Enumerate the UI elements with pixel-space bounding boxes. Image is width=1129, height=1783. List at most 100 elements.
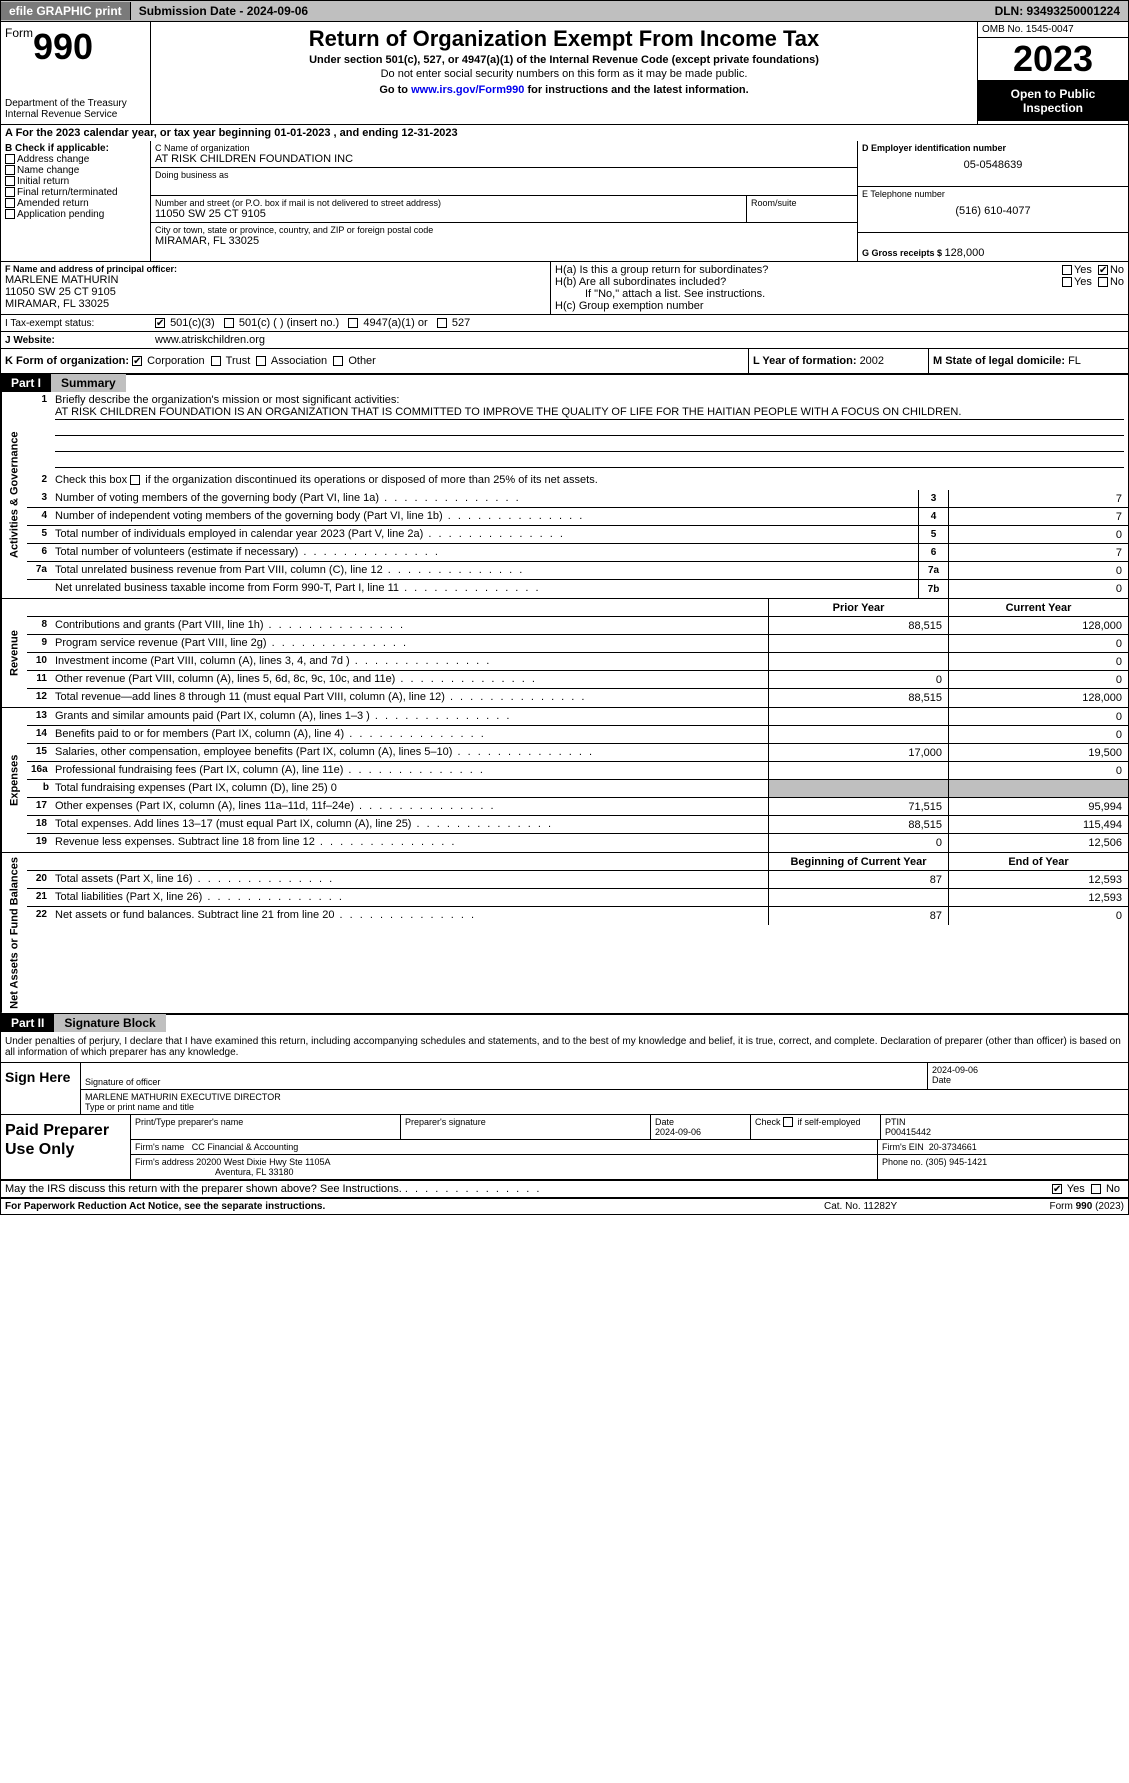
form-number: Form990	[5, 26, 146, 68]
eoy-value: 12,593	[948, 889, 1128, 906]
line-num: 18	[27, 816, 51, 833]
checkbox-corp[interactable]	[132, 356, 142, 366]
dln: DLN: 93493250001224	[987, 2, 1128, 20]
label-other: Other	[348, 355, 376, 367]
cat-no: Cat. No. 11282Y	[824, 1201, 974, 1212]
checkbox-527[interactable]	[437, 318, 447, 328]
net-header: Beginning of Current Year End of Year	[27, 853, 1128, 871]
boy-value	[768, 889, 948, 906]
line-num: 15	[27, 744, 51, 761]
hb-no[interactable]: No	[1092, 276, 1124, 288]
hc-label: H(c) Group exemption number	[555, 300, 1124, 312]
line-num: 3	[27, 490, 51, 507]
irs-link[interactable]: www.irs.gov/Form990	[411, 84, 524, 96]
checkbox-discuss-no[interactable]	[1091, 1184, 1101, 1194]
footer-form-post: (2023)	[1092, 1201, 1124, 1212]
current-value: 0	[948, 671, 1128, 688]
line-num: 21	[27, 889, 51, 906]
room-label: Room/suite	[751, 198, 853, 208]
label-assoc: Association	[271, 355, 327, 367]
hb-yes[interactable]: Yes	[1056, 276, 1092, 288]
line-desc: Benefits paid to or for members (Part IX…	[51, 726, 768, 743]
discuss-label: May the IRS discuss this return with the…	[5, 1183, 402, 1195]
prior-value: 88,515	[768, 689, 948, 707]
rev-line-9: 9Program service revenue (Part VIII, lin…	[27, 635, 1128, 653]
ein-value: 05-0548639	[862, 159, 1124, 171]
box-b: B Check if applicable: Address change Na…	[1, 141, 151, 261]
officer-printed-name: MARLENE MATHURIN EXECUTIVE DIRECTOR	[85, 1092, 1124, 1102]
form-subtitle-1: Under section 501(c), 527, or 4947(a)(1)…	[155, 54, 973, 66]
gross-label: G Gross receipts $	[862, 248, 945, 258]
checkbox-pending[interactable]: Application pending	[5, 209, 146, 220]
checkbox-self-employed[interactable]	[783, 1117, 793, 1127]
officer-city: MIRAMAR, FL 33025	[5, 298, 546, 310]
ein-label: D Employer identification number	[862, 143, 1124, 153]
tax-year: 2023	[978, 38, 1128, 81]
checkbox-trust[interactable]	[211, 356, 221, 366]
checkbox-discontinued[interactable]	[130, 475, 140, 485]
line-box: 3	[918, 490, 948, 507]
sig-row-1: Signature of officer 2024-09-06Date	[81, 1063, 1128, 1090]
current-grey	[948, 780, 1128, 797]
firm-addr-1: 20200 West Dixie Hwy Ste 1105A	[196, 1157, 330, 1167]
governance-body: 1 Briefly describe the organization's mi…	[27, 392, 1128, 598]
checkbox-final-return[interactable]: Final return/terminated	[5, 187, 146, 198]
officer-label: F Name and address of principal officer:	[5, 264, 546, 274]
current-value: 128,000	[948, 617, 1128, 634]
line-box: 4	[918, 508, 948, 525]
part-ii-spacer	[166, 1014, 1128, 1032]
checkbox-discuss-yes[interactable]	[1052, 1184, 1062, 1194]
prior-year-header: Prior Year	[768, 599, 948, 616]
dba-row: Doing business as	[151, 168, 857, 196]
efile-print-button[interactable]: efile GRAPHIC print	[1, 2, 131, 20]
goto-suffix: for instructions and the latest informat…	[524, 84, 748, 96]
line-num: 5	[27, 526, 51, 543]
line-value: 7	[948, 490, 1128, 507]
signature-declaration: Under penalties of perjury, I declare th…	[1, 1032, 1128, 1063]
mission-blank-3	[55, 454, 1124, 468]
checkbox-501c[interactable]	[224, 318, 234, 328]
line-value: 7	[948, 544, 1128, 561]
paid-preparer-block: Paid Preparer Use Only Print/Type prepar…	[1, 1115, 1128, 1181]
discuss-answers: Yes No	[1044, 1181, 1128, 1197]
sig-date-label: Date	[932, 1075, 1124, 1085]
mission-text: AT RISK CHILDREN FOUNDATION IS AN ORGANI…	[55, 406, 1124, 420]
discuss-text: May the IRS discuss this return with the…	[1, 1181, 1044, 1197]
checkbox-name-change[interactable]: Name change	[5, 165, 146, 176]
form-990: Form990 Department of the Treasury Inter…	[0, 22, 1129, 1215]
checkbox-amended[interactable]: Amended return	[5, 198, 146, 209]
ha-yes[interactable]: Yes	[1056, 264, 1092, 276]
side-net: Net Assets or Fund Balances	[1, 853, 27, 1013]
checkbox-4947[interactable]	[348, 318, 358, 328]
checkbox-501c3[interactable]	[155, 318, 165, 328]
exp-line-14: 14Benefits paid to or for members (Part …	[27, 726, 1128, 744]
checkbox-other[interactable]	[333, 356, 343, 366]
line-num: 14	[27, 726, 51, 743]
paid-row-2: Firm's name CC Financial & Accounting Fi…	[131, 1140, 1128, 1155]
line-box: 7b	[918, 580, 948, 598]
line-desc: Total number of individuals employed in …	[51, 526, 918, 543]
form-990-number: 990	[33, 26, 93, 67]
l-year: L Year of formation: 2002	[748, 349, 928, 373]
checkbox-address-change[interactable]: Address change	[5, 154, 146, 165]
hb-yes-label: Yes	[1074, 276, 1092, 288]
checkbox-initial-return[interactable]: Initial return	[5, 176, 146, 187]
tax-status-row: I Tax-exempt status: 501(c)(3) 501(c) ( …	[1, 315, 1128, 332]
rev-line-11: 11Other revenue (Part VIII, column (A), …	[27, 671, 1128, 689]
firm-phone: (305) 945-1421	[926, 1157, 988, 1167]
org-name-label: C Name of organization	[155, 143, 853, 153]
mission-blank-1	[55, 422, 1124, 436]
sig-date: 2024-09-06	[932, 1065, 1124, 1075]
part-i-spacer	[126, 374, 1128, 392]
boy-value: 87	[768, 871, 948, 888]
dba-label: Doing business as	[155, 170, 853, 180]
public-inspection: Open to Public Inspection	[978, 81, 1128, 121]
part-ii-title: Signature Block	[54, 1014, 165, 1032]
ha-no[interactable]: No	[1092, 264, 1124, 276]
paid-row-3: Firm's address 20200 West Dixie Hwy Ste …	[131, 1155, 1128, 1179]
street-value: 11050 SW 25 CT 9105	[155, 208, 742, 220]
label-initial-return: Initial return	[17, 176, 69, 187]
prior-value	[768, 708, 948, 725]
revenue-header: Prior Year Current Year	[27, 599, 1128, 617]
checkbox-assoc[interactable]	[256, 356, 266, 366]
